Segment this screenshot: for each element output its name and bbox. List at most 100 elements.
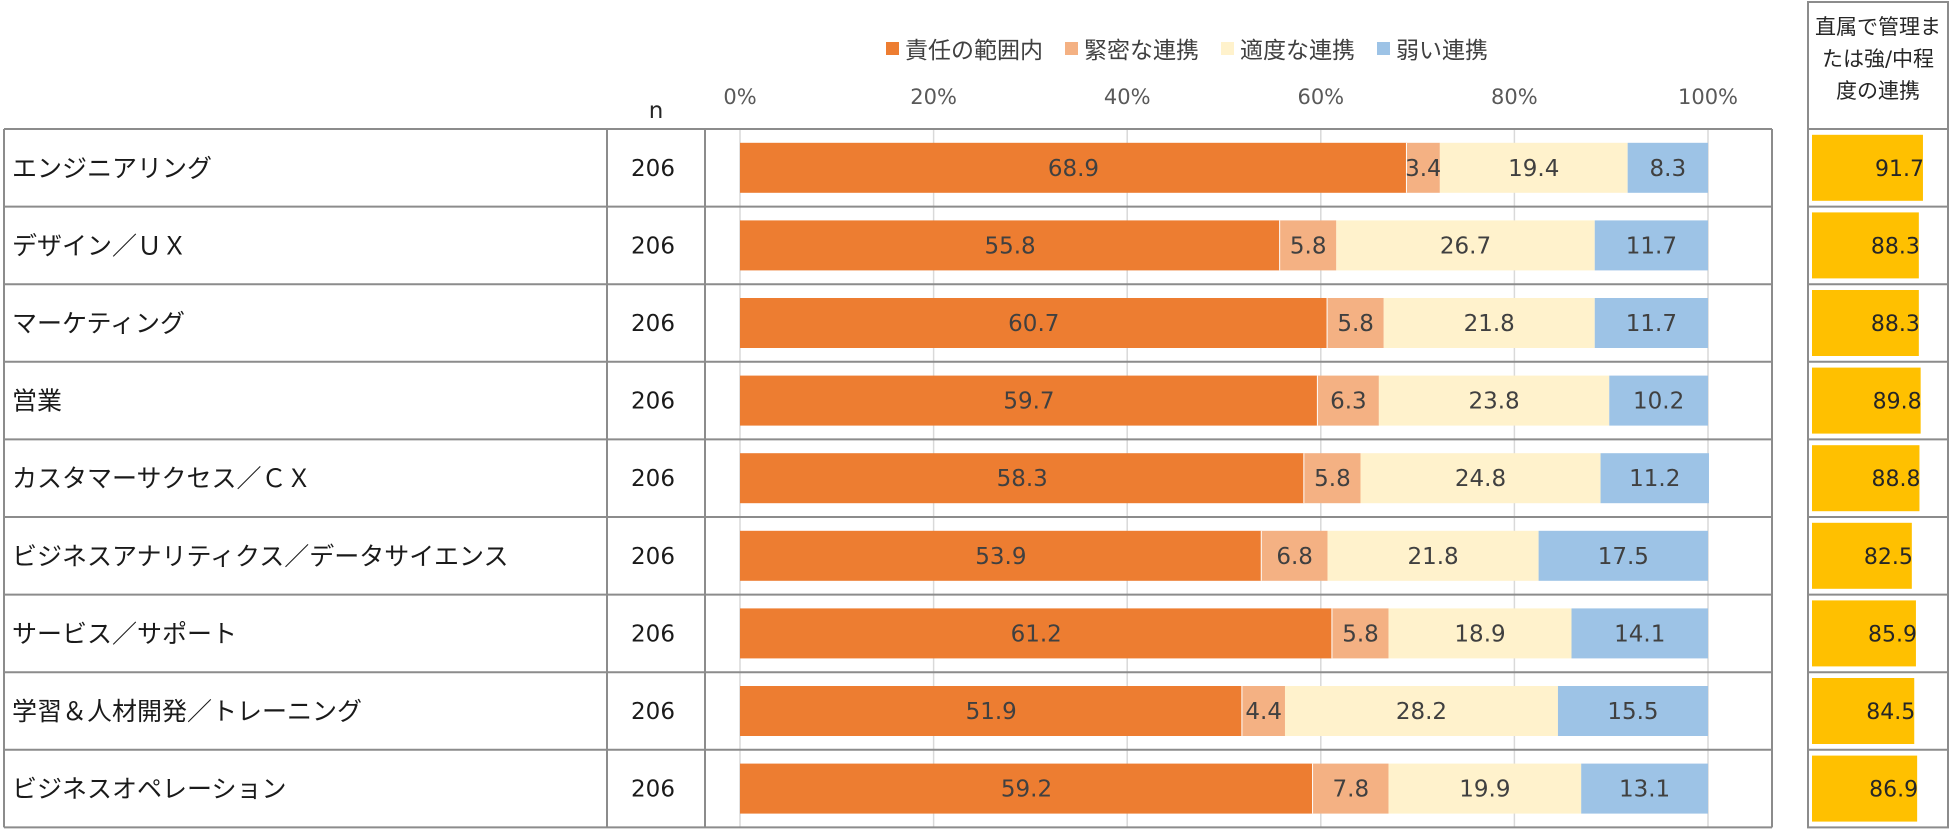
side-panel-title: 直属で管理ま: [1815, 15, 1941, 39]
side-bar: [1812, 212, 1919, 279]
bar-segment: [1388, 608, 1572, 659]
n-value: 206: [631, 699, 675, 725]
bar-segment: [1242, 686, 1285, 736]
data-label: 11.2: [1629, 466, 1680, 492]
n-value: 206: [631, 621, 675, 647]
bar-segment: [740, 763, 1314, 814]
data-label: 21.8: [1464, 311, 1515, 337]
category-label: 営業: [12, 387, 62, 416]
data-label: 8.3: [1650, 156, 1687, 182]
data-label: 19.4: [1508, 156, 1559, 182]
bar-segment: [1581, 763, 1708, 814]
bar-segment: [1557, 686, 1708, 736]
bar-segment: [1627, 142, 1708, 193]
data-label: 14.1: [1614, 621, 1665, 647]
legend-item-label: 責任の範囲内: [905, 38, 1043, 64]
bar-segment: [740, 686, 1243, 736]
bar-segment: [1360, 453, 1601, 504]
data-label: 55.8: [984, 233, 1035, 259]
data-label: 4.4: [1245, 699, 1282, 725]
x-tick-label: 0%: [723, 85, 756, 109]
bar-segment: [1609, 375, 1708, 426]
bar-segment: [740, 453, 1305, 504]
bar-segment: [740, 375, 1318, 426]
bar-segment: [1304, 453, 1361, 504]
bar-segment: [1378, 375, 1610, 426]
category-label: マーケティング: [12, 309, 185, 338]
n-value: 206: [631, 466, 675, 492]
data-label: 19.9: [1459, 777, 1510, 803]
data-label: 23.8: [1468, 389, 1519, 415]
data-label: 3.4: [1405, 156, 1442, 182]
bar-segment: [1313, 763, 1389, 814]
x-tick-label: 20%: [910, 85, 957, 109]
data-label: 68.9: [1048, 156, 1099, 182]
category-label: サービス／サポート: [12, 619, 237, 648]
data-label: 11.7: [1626, 233, 1677, 259]
category-label: ビジネスアナリティクス／データサイエンス: [12, 542, 509, 571]
bar-segment: [1406, 142, 1440, 193]
category-label: エンジニアリング: [12, 154, 212, 183]
bar-segment: [1538, 530, 1708, 581]
category-label: 学習＆人材開発／トレーニング: [12, 697, 362, 726]
side-bar: [1812, 678, 1915, 744]
data-label: 5.8: [1314, 466, 1351, 492]
legend-swatch: [886, 42, 899, 55]
data-label: 21.8: [1407, 544, 1458, 570]
side-bar-label: 84.5: [1866, 700, 1915, 725]
side-bar: [1812, 290, 1919, 356]
data-label: 6.3: [1330, 389, 1367, 415]
bar-segment: [1284, 686, 1558, 736]
data-label: 26.7: [1440, 233, 1491, 259]
n-value: 206: [631, 389, 675, 415]
bar-segment: [1332, 608, 1389, 659]
category-label: カスタマーサクセス／ＣＸ: [12, 464, 312, 493]
x-tick-label: 100%: [1678, 85, 1738, 109]
bar-segment: [740, 530, 1262, 581]
x-tick-label: 80%: [1491, 85, 1538, 109]
category-label: デザイン／ＵＸ: [12, 231, 187, 260]
side-bar: [1812, 522, 1912, 589]
bar-segment: [740, 142, 1407, 193]
data-label: 11.7: [1626, 311, 1677, 337]
n-value: 206: [631, 156, 675, 182]
side-panel-title: 度の連携: [1836, 79, 1920, 103]
n-value: 206: [631, 233, 675, 259]
data-label: 10.2: [1633, 389, 1684, 415]
data-label: 6.8: [1276, 544, 1313, 570]
bar-segment: [740, 608, 1333, 659]
side-bar: [1812, 600, 1916, 667]
legend-item-label: 緊密な連携: [1084, 38, 1199, 64]
data-label: 13.1: [1619, 777, 1670, 803]
side-bar-label: 88.8: [1871, 467, 1920, 492]
data-label: 15.5: [1607, 699, 1658, 725]
category-label: ビジネスオペレーション: [12, 775, 287, 804]
bar-segment: [1383, 298, 1595, 348]
bar-segment: [740, 220, 1281, 271]
side-bar-label: 82.5: [1864, 545, 1913, 570]
bar-segment: [1571, 608, 1708, 659]
bar-segment: [740, 298, 1328, 348]
n-value: 206: [631, 777, 675, 803]
data-label: 7.8: [1333, 777, 1370, 803]
side-bar: [1812, 367, 1921, 434]
data-label: 51.9: [966, 699, 1017, 725]
data-label: 5.8: [1337, 311, 1374, 337]
side-bar-label: 88.3: [1871, 234, 1920, 259]
side-bar-label: 85.9: [1868, 622, 1917, 647]
bar-segment: [1439, 142, 1628, 193]
bar-segment: [1261, 530, 1328, 581]
side-panel-title: たは強/中程: [1822, 47, 1934, 71]
side-bar-label: 88.3: [1871, 312, 1920, 337]
side-bar: [1812, 134, 1923, 201]
bar-segment: [1594, 298, 1708, 348]
bar-segment: [1388, 763, 1582, 814]
n-value: 206: [631, 544, 675, 570]
data-label: 60.7: [1008, 311, 1059, 337]
data-label: 5.8: [1342, 621, 1379, 647]
bar-segment: [1327, 298, 1384, 348]
legend-swatch: [1065, 42, 1078, 55]
bar-segment: [1317, 375, 1379, 426]
side-bar-label: 91.7: [1875, 157, 1924, 182]
